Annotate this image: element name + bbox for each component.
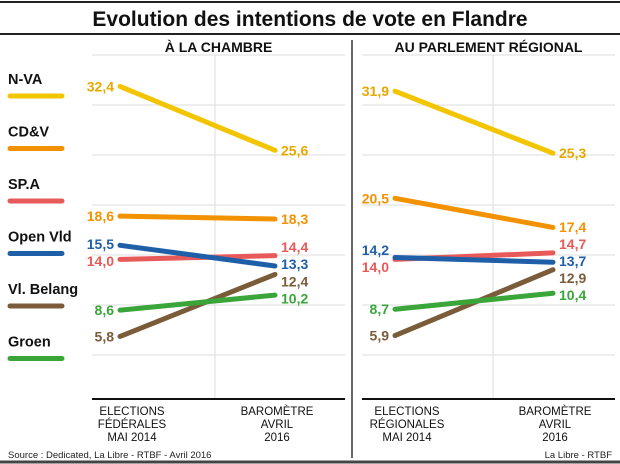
x-tick-label: BAROMÈTRE <box>519 405 592 418</box>
x-tick-label: AVRIL <box>261 419 294 431</box>
x-tick-label: AVRIL <box>539 419 572 431</box>
x-tick-label: BAROMÈTRE <box>241 405 314 418</box>
x-tick-label: RÉGIONALES <box>370 418 445 431</box>
panel-title: AU PARLEMENT RÉGIONAL <box>395 39 583 55</box>
series-line-groen <box>117 292 278 313</box>
x-tick-label: ELECTIONS <box>99 406 165 418</box>
data-label: 14,4 <box>281 239 308 255</box>
data-label: 15,5 <box>87 236 114 252</box>
x-tick-label: 2016 <box>542 432 568 444</box>
data-label: 12,4 <box>281 273 308 289</box>
data-label: 10,4 <box>559 287 586 303</box>
data-label: 14,0 <box>362 259 389 275</box>
data-label: 13,7 <box>559 253 586 269</box>
data-label: 8,6 <box>95 302 115 318</box>
series-line-cdv <box>117 213 278 222</box>
data-label: 5,9 <box>370 328 390 344</box>
x-tick-label: 2016 <box>264 432 290 444</box>
legend-label: Open Vld <box>8 230 72 246</box>
data-label: 32,4 <box>87 78 114 94</box>
data-label: 14,2 <box>362 242 389 258</box>
data-label: 25,3 <box>559 145 586 161</box>
x-tick-label: ELECTIONS <box>374 406 440 418</box>
panel-title: À LA CHAMBRE <box>165 39 273 55</box>
x-tick-label: MAI 2014 <box>107 432 157 444</box>
series-line-cdv <box>392 195 556 230</box>
series-line-nva <box>392 88 556 156</box>
data-label: 17,4 <box>559 219 586 235</box>
x-tick-label: MAI 2014 <box>382 432 432 444</box>
data-label: 5,8 <box>95 328 115 344</box>
chart-title: Evolution des intentions de vote en Flan… <box>92 8 527 31</box>
credit-note: La Libre - RTBF <box>545 450 613 461</box>
data-label: 18,3 <box>281 211 308 227</box>
data-label: 14,7 <box>559 236 586 252</box>
data-label: 13,3 <box>281 256 308 272</box>
series-line-openvld <box>392 255 556 265</box>
series-line-openvld <box>117 242 278 269</box>
data-label: 20,5 <box>362 190 389 206</box>
source-note: Source : Dedicated, La Libre - RTBF - Av… <box>8 450 211 461</box>
data-label: 31,9 <box>362 83 389 99</box>
series-line-groen <box>392 290 556 312</box>
legend-label: Groen <box>8 335 51 351</box>
legend-label: Vl. Belang <box>8 282 78 298</box>
data-label: 8,7 <box>370 301 390 317</box>
data-label: 14,0 <box>87 253 114 269</box>
series-line-nva <box>117 83 278 153</box>
legend-label: CD&V <box>8 125 49 141</box>
series-line-vlbelang <box>117 271 278 339</box>
data-label: 12,9 <box>559 270 586 286</box>
data-label: 25,6 <box>281 142 308 158</box>
data-label: 10,2 <box>281 290 308 306</box>
x-tick-label: FÉDÉRALES <box>98 418 167 431</box>
legend-label: SP.A <box>8 177 41 193</box>
data-label: 18,6 <box>87 208 114 224</box>
legend-label: N-VA <box>8 72 43 88</box>
